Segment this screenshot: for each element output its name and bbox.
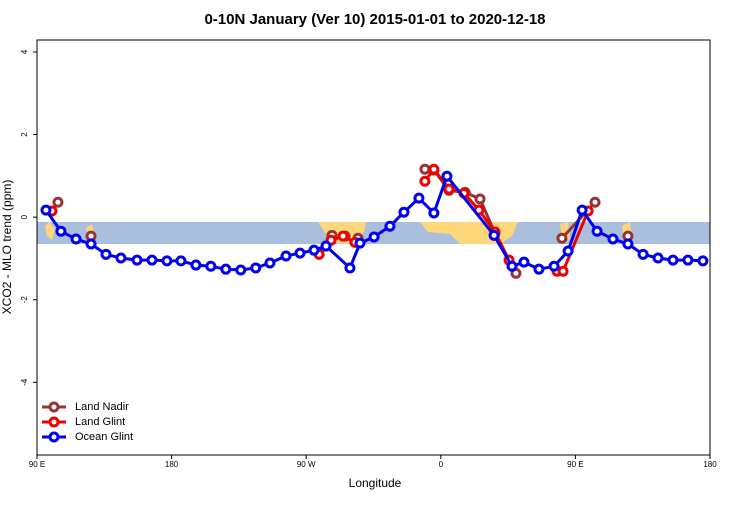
point (131, 254, 143, 266)
point (474, 193, 486, 205)
point (337, 230, 349, 242)
point (146, 254, 158, 266)
point (428, 207, 440, 219)
point (591, 225, 603, 237)
legend-marker (48, 401, 60, 413)
point (682, 254, 694, 266)
legend-label: Ocean Glint (75, 431, 133, 443)
y-axis-label: XCO2 - MLO trend (ppm) (0, 180, 14, 315)
y-tick-label: -2 (20, 296, 29, 304)
x-tick-label: 180 (703, 460, 717, 469)
point (85, 238, 97, 250)
x-tick-label: 90 E (567, 460, 583, 469)
legend: Land Nadir Land Glint Ocean Glint (42, 401, 133, 443)
point (607, 233, 619, 245)
point (384, 220, 396, 232)
point (354, 237, 366, 249)
point (428, 163, 440, 175)
point (518, 256, 530, 268)
point (589, 196, 601, 208)
point (175, 255, 187, 267)
y-tick-label: 0 (20, 214, 29, 219)
point (398, 206, 410, 218)
y-tick-label: -4 (20, 378, 29, 386)
point (344, 262, 356, 274)
point (205, 260, 217, 272)
point (652, 252, 664, 264)
point (419, 163, 431, 175)
point (294, 247, 306, 259)
point (161, 255, 173, 267)
chart-title: 0-10N January (Ver 10) 2015-01-01 to 202… (204, 11, 545, 28)
y-tick-label: 4 (20, 49, 29, 54)
x-tick-label: 90 E (29, 460, 45, 469)
point (622, 238, 634, 250)
point (52, 196, 64, 208)
point (264, 257, 276, 269)
point (250, 262, 262, 274)
legend-label: Land Glint (75, 416, 125, 428)
legend-marker (48, 416, 60, 428)
point (368, 231, 380, 243)
point (320, 240, 332, 252)
x-tick-label: 90 W (297, 460, 316, 469)
point (220, 263, 232, 275)
legend-label: Land Nadir (75, 401, 129, 413)
point (556, 232, 568, 244)
plot-frame (36, 39, 711, 456)
point (441, 170, 453, 182)
point (443, 183, 455, 195)
point (235, 264, 247, 276)
y-tick-label: 2 (20, 132, 29, 137)
legend-marker (48, 431, 60, 443)
point (40, 204, 52, 216)
point (55, 225, 67, 237)
point (115, 252, 127, 264)
point (488, 229, 500, 241)
point (70, 233, 82, 245)
x-axis-label: Longitude (349, 476, 402, 490)
point (533, 263, 545, 275)
point (100, 248, 112, 260)
land-shape (45, 222, 55, 240)
point (308, 244, 320, 256)
point (697, 255, 709, 267)
point (506, 260, 518, 272)
x-tick-label: 180 (165, 460, 179, 469)
point (667, 254, 679, 266)
point (637, 248, 649, 260)
point (190, 259, 202, 271)
point (419, 175, 431, 187)
x-tick-label: 0 (439, 460, 444, 469)
point (413, 192, 425, 204)
point (562, 245, 574, 257)
point (280, 250, 292, 262)
point (548, 260, 560, 272)
point (557, 265, 569, 277)
point (576, 204, 588, 216)
